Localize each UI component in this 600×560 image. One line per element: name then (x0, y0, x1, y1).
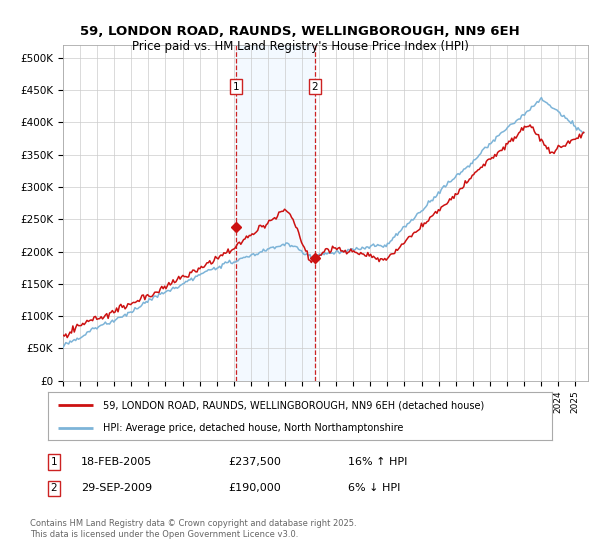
Text: 6% ↓ HPI: 6% ↓ HPI (348, 483, 400, 493)
Text: Price paid vs. HM Land Registry's House Price Index (HPI): Price paid vs. HM Land Registry's House … (131, 40, 469, 53)
Text: 29-SEP-2009: 29-SEP-2009 (81, 483, 152, 493)
Text: 2: 2 (50, 483, 58, 493)
Text: 1: 1 (233, 82, 239, 92)
Text: 59, LONDON ROAD, RAUNDS, WELLINGBOROUGH, NN9 6EH: 59, LONDON ROAD, RAUNDS, WELLINGBOROUGH,… (80, 25, 520, 38)
Text: 1: 1 (50, 457, 58, 467)
Bar (236, 45, 315, 381)
Text: HPI: Average price, detached house, North Northamptonshire: HPI: Average price, detached house, Nort… (103, 423, 404, 433)
Text: 16% ↑ HPI: 16% ↑ HPI (348, 457, 407, 467)
Text: £237,500: £237,500 (228, 457, 281, 467)
Text: 59, LONDON ROAD, RAUNDS, WELLINGBOROUGH, NN9 6EH (detached house): 59, LONDON ROAD, RAUNDS, WELLINGBOROUGH,… (103, 400, 485, 410)
Text: 2: 2 (311, 82, 318, 92)
Text: £190,000: £190,000 (228, 483, 281, 493)
Text: 18-FEB-2005: 18-FEB-2005 (81, 457, 152, 467)
Text: Contains HM Land Registry data © Crown copyright and database right 2025.
This d: Contains HM Land Registry data © Crown c… (30, 520, 356, 539)
